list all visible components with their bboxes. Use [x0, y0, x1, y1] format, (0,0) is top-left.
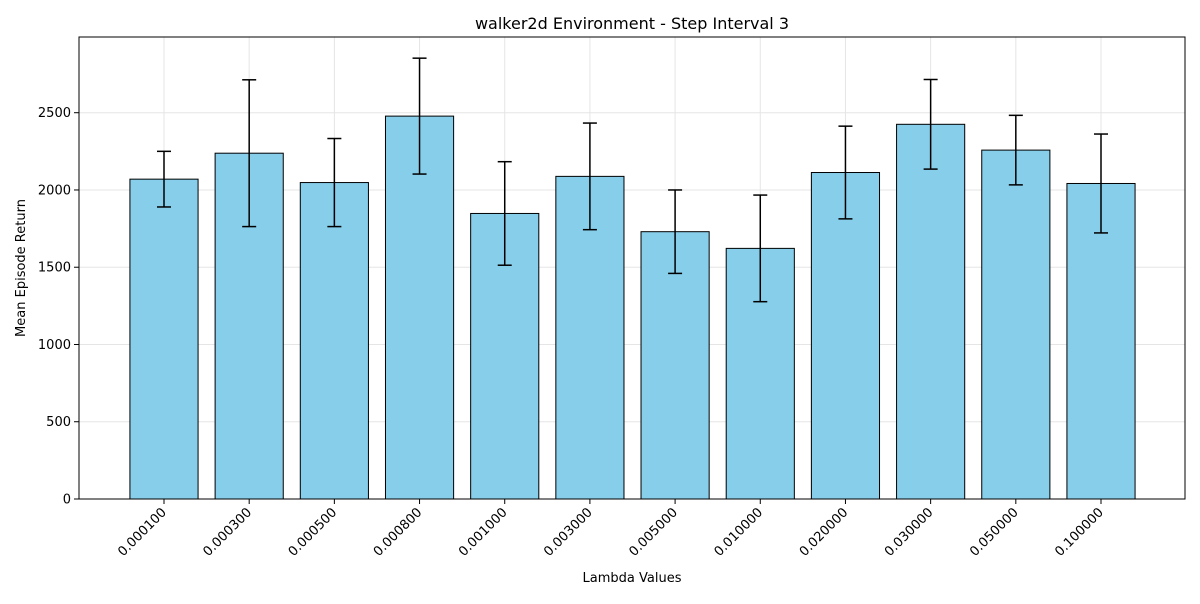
x-tick-label: 0.000500 — [286, 505, 340, 559]
x-tick-label: 0.100000 — [1052, 505, 1106, 559]
bar — [1066, 182, 1136, 500]
error-bar — [1094, 133, 1108, 234]
x-tick-label: 0.005000 — [626, 505, 680, 559]
bar — [896, 123, 966, 500]
bar — [299, 182, 369, 500]
error-bar — [157, 150, 171, 208]
bar — [129, 178, 199, 500]
x-tick-label: 0.050000 — [967, 505, 1021, 559]
y-tick-label: 1000 — [38, 338, 71, 353]
error-bar — [582, 122, 597, 231]
x-tick-label: 0.010000 — [712, 505, 766, 559]
bar — [810, 172, 881, 500]
y-axis-label: Mean Episode Return — [14, 199, 29, 337]
error-bars — [157, 57, 1108, 303]
x-tick-label: 0.001000 — [456, 505, 510, 559]
error-bar — [668, 189, 683, 275]
error-bar — [242, 79, 257, 228]
error-bar — [327, 137, 342, 228]
x-tick-label: 0.020000 — [797, 505, 851, 559]
y-tick-label: 2000 — [38, 183, 71, 198]
error-bar — [412, 57, 427, 175]
x-tick-label: 0.003000 — [541, 505, 595, 559]
bar — [640, 231, 710, 500]
x-tick-label: 0.000300 — [201, 505, 255, 559]
y-axis: 0 500 1000 1500 2000 2500 — [38, 106, 79, 508]
error-bar — [497, 160, 512, 266]
x-axis-label: Lambda Values — [583, 571, 682, 586]
y-tick-label: 2500 — [38, 106, 71, 121]
y-tick-label: 1500 — [38, 261, 71, 276]
error-bar — [923, 78, 938, 170]
y-tick-label: 500 — [46, 415, 71, 430]
bars — [129, 115, 1136, 500]
error-bar — [1008, 114, 1023, 186]
bar — [981, 149, 1051, 500]
x-tick-label: 0.000800 — [371, 505, 425, 559]
x-tick-label: 0.030000 — [882, 505, 936, 559]
error-bar — [753, 194, 768, 303]
x-tick-label: 0.000100 — [115, 505, 169, 559]
plot-frame — [78, 36, 1186, 500]
error-bar — [838, 125, 853, 220]
x-axis: 0.000100 0.000300 0.000500 0.000800 0.001000… — [115, 499, 1107, 560]
y-tick-label: 0 — [63, 493, 71, 508]
chart-title: walker2d Environment - Step Interval 3 — [475, 14, 789, 33]
